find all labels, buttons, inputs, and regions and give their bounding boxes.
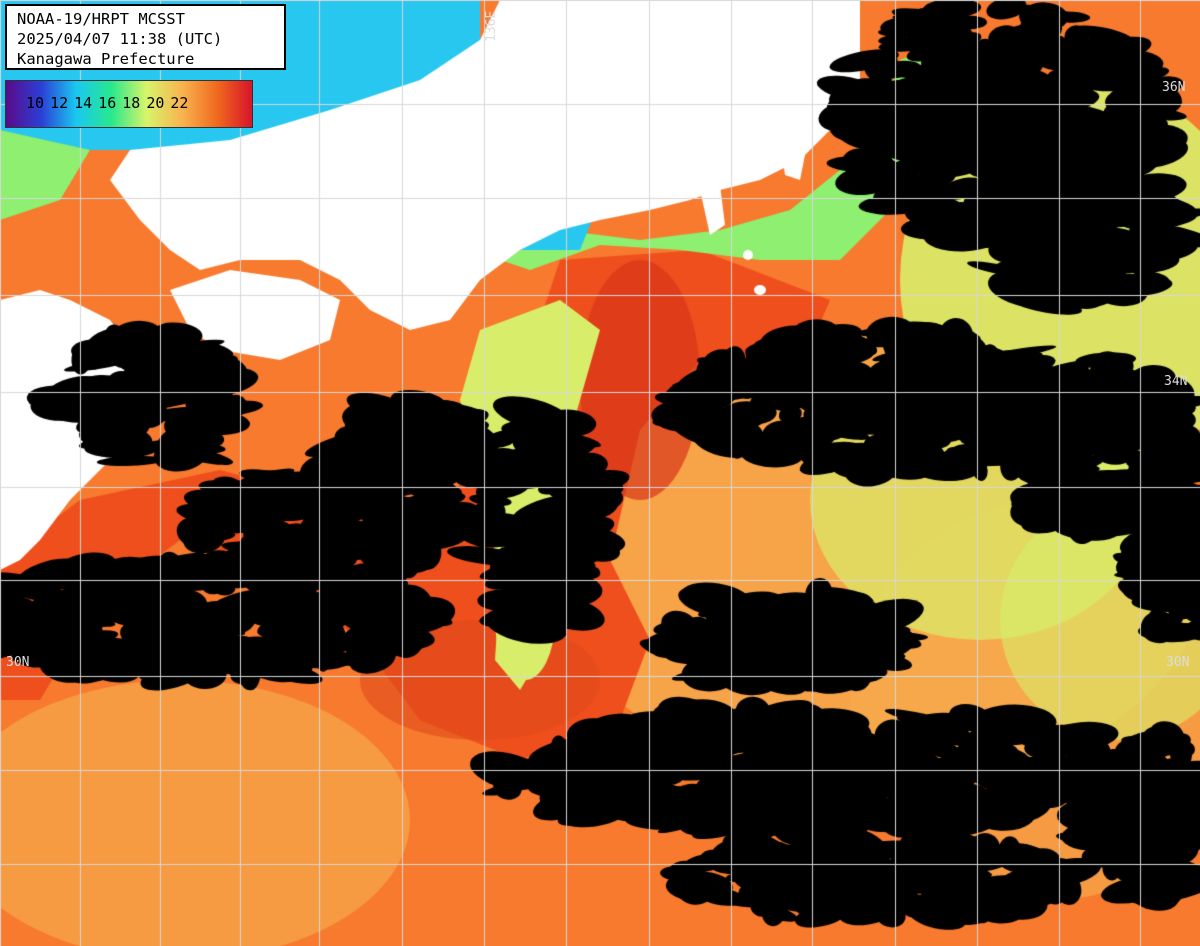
lat-label-30n-west: 30N	[6, 655, 30, 670]
info-box: NOAA-19/HRPT MCSST 2025/04/07 11:38 (UTC…	[5, 4, 286, 70]
lat-label-30n-east: 30N	[1166, 655, 1190, 670]
legend-tick: 18	[122, 94, 141, 112]
lat-label-34n: 34N	[1164, 374, 1188, 389]
legend-tick: 16	[98, 94, 117, 112]
color-legend: 10 12 14 16 18 20 22	[5, 80, 253, 128]
legend-tick: 22	[170, 94, 189, 112]
legend-tick: 14	[74, 94, 93, 112]
agency-name: Kanagawa Prefecture	[17, 50, 195, 68]
legend-tick: 20	[146, 94, 165, 112]
legend-tick: 10	[26, 94, 45, 112]
legend-labels: 10 12 14 16 18 20 22	[26, 94, 188, 112]
satellite-product: NOAA-19/HRPT MCSST	[17, 10, 185, 28]
lon-label-136e: 136E	[484, 10, 499, 42]
legend-tick: 12	[50, 94, 69, 112]
observation-time: 2025/04/07 11:38 (UTC)	[17, 30, 223, 48]
lat-label-36n: 36N	[1162, 80, 1186, 95]
